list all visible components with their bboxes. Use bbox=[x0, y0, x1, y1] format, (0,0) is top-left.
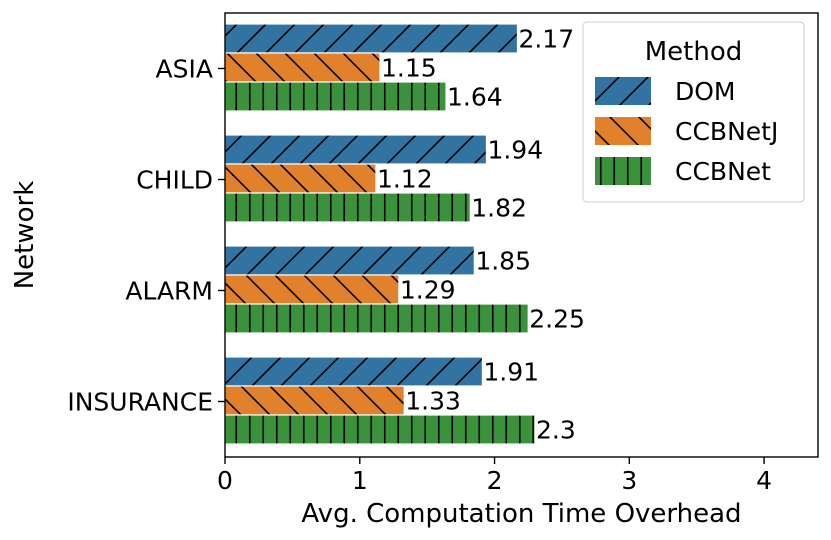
bar-dom-insurance bbox=[224, 356, 484, 387]
data-label-dom-insurance: 1.91 bbox=[483, 358, 539, 387]
legend-swatch-dom bbox=[595, 77, 651, 105]
plot-area: 2.17 1.15 1.64 1.94 1.12 1.82 1.85 1.29 2.25 1.91… bbox=[224, 23, 585, 445]
x-tick-label: 3 bbox=[621, 466, 637, 495]
x-tick-label: 4 bbox=[756, 466, 772, 495]
legend-label-ccbnet: CCBNet bbox=[675, 157, 771, 186]
data-label-ccbnetj-child: 1.12 bbox=[377, 165, 433, 194]
data-label-dom-child: 1.94 bbox=[487, 136, 543, 165]
legend: Method DOM CCBNetJ CCBNet bbox=[582, 21, 805, 203]
data-label-ccbnet-asia: 1.64 bbox=[447, 83, 503, 112]
x-tick-label: 1 bbox=[352, 466, 368, 495]
bar-ccbnet-alarm bbox=[224, 303, 529, 334]
axes: 0 1 2 3 4 ASIA CHILD ALARM INSURANCE bbox=[67, 12, 819, 495]
y-tick-label-alarm: ALARM bbox=[125, 277, 213, 306]
data-label-dom-alarm: 1.85 bbox=[475, 247, 531, 276]
bar-dom-asia bbox=[224, 23, 519, 54]
data-label-ccbnet-child: 1.82 bbox=[471, 194, 527, 223]
data-label-ccbnetj-insurance: 1.33 bbox=[405, 387, 461, 416]
bar-ccbnetj-child bbox=[224, 163, 377, 194]
y-tick-label-asia: ASIA bbox=[156, 55, 213, 84]
data-label-ccbnetj-alarm: 1.29 bbox=[400, 276, 456, 305]
bar-ccbnet-child bbox=[224, 192, 471, 223]
legend-title: Method bbox=[645, 37, 743, 67]
bar-dom-child bbox=[224, 134, 488, 165]
legend-swatch-ccbnet bbox=[595, 157, 651, 185]
bar-ccbnet-insurance bbox=[224, 414, 536, 445]
legend-label-dom: DOM bbox=[675, 77, 736, 106]
bar-ccbnetj-alarm bbox=[224, 274, 400, 305]
legend-label-ccbnetj: CCBNetJ bbox=[675, 117, 778, 146]
axes-frame bbox=[224, 12, 819, 458]
x-axis-label: Avg. Computation Time Overhead bbox=[301, 499, 741, 529]
x-tick-label: 0 bbox=[217, 466, 233, 495]
legend-swatch-ccbnetj bbox=[595, 117, 651, 145]
y-tick-label-child: CHILD bbox=[136, 166, 213, 195]
x-tick-label: 2 bbox=[487, 466, 503, 495]
y-axis-label: Network bbox=[10, 181, 40, 290]
data-label-ccbnet-insurance: 2.3 bbox=[536, 416, 576, 445]
bar-ccbnetj-insurance bbox=[224, 385, 405, 416]
bar-ccbnet-asia bbox=[224, 81, 447, 112]
y-tick-label-insurance: INSURANCE bbox=[67, 388, 213, 417]
bar-dom-alarm bbox=[224, 245, 475, 276]
data-label-ccbnet-alarm: 2.25 bbox=[529, 305, 585, 334]
data-label-dom-asia: 2.17 bbox=[518, 25, 574, 54]
data-label-ccbnetj-asia: 1.15 bbox=[381, 54, 437, 83]
bar-ccbnetj-asia bbox=[224, 52, 381, 83]
